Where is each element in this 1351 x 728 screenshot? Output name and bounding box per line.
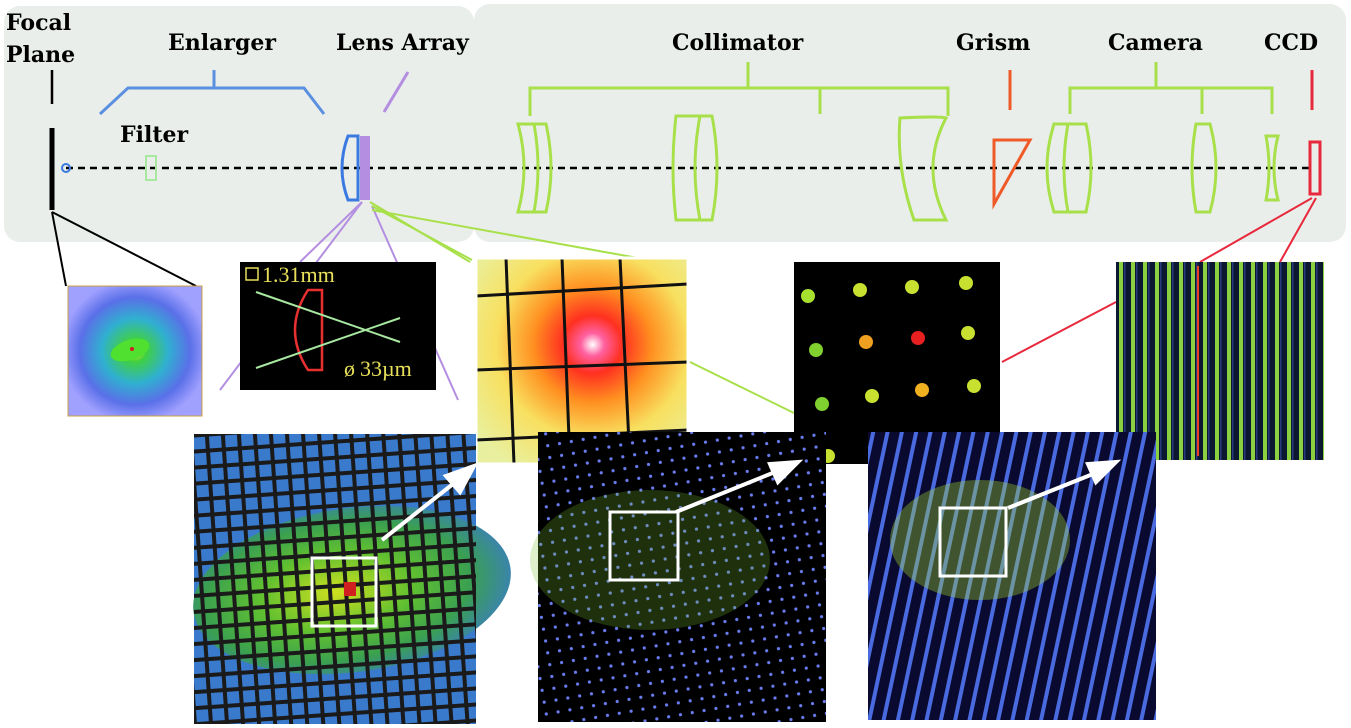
- lenslet-spot-inset: [474, 256, 690, 466]
- diameter-annotation: ø: [344, 356, 355, 381]
- diameter-value: 33µm: [360, 356, 412, 381]
- zoom-arrows: [380, 459, 1122, 542]
- focal-plane-label-1: Focal: [6, 10, 71, 36]
- enlarger-label: Enlarger: [168, 30, 276, 56]
- ccd-fan-2: [1279, 197, 1317, 263]
- focal-point-icon: [61, 163, 71, 173]
- collimator-lens-group: [516, 114, 949, 222]
- lens-array-element: [360, 136, 370, 200]
- camera-label: Camera: [1108, 30, 1203, 56]
- ccd-fan-3: [1001, 301, 1117, 363]
- filter-element: [145, 155, 157, 181]
- ccd-label: CCD: [1264, 30, 1318, 56]
- collimator-bracket: [528, 86, 950, 116]
- spot-fan: [689, 361, 797, 415]
- lens-array-label: Lens Array: [336, 30, 470, 56]
- ccd-element: [1308, 140, 1322, 196]
- camera-lens-group: [1045, 122, 1280, 214]
- grism-element: [992, 138, 1033, 210]
- collimator-label: Collimator: [672, 30, 804, 56]
- grism-label: Grism: [956, 30, 1030, 56]
- focal-plane-label-2: Plane: [6, 42, 75, 68]
- lens-fan-1: [299, 201, 363, 263]
- pitch-annotation: 1.31mm: [262, 262, 335, 287]
- spectra-image: [868, 432, 1156, 720]
- focal-plane-inset: [67, 285, 203, 417]
- focal-fan-left: [51, 211, 67, 287]
- lens-fan-6: [371, 209, 661, 263]
- lenslet-schematic-inset: 1.31mm ø 33µm: [240, 262, 436, 390]
- ccd-spectra-inset: [1116, 262, 1324, 460]
- spot-array-inset: [794, 262, 1000, 464]
- spectrograph-panel: [474, 4, 1346, 242]
- enlarger-lens: [340, 134, 360, 202]
- enlarger-bracket: [98, 86, 326, 116]
- ccd-fan-1: [1199, 197, 1313, 263]
- lens-array-pointer: [382, 71, 410, 113]
- focal-fan-right: [51, 211, 197, 287]
- filter-label: Filter: [120, 122, 188, 148]
- lens-fan-5: [371, 205, 473, 261]
- lenslet-grid-image: [193, 434, 511, 724]
- camera-bracket: [1068, 86, 1274, 114]
